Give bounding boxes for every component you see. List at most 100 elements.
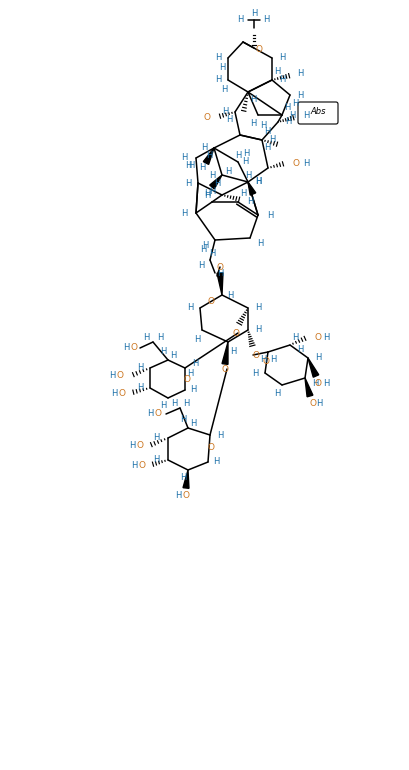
Text: H: H [213, 457, 219, 467]
Text: H: H [137, 363, 143, 373]
Text: H: H [199, 163, 205, 172]
Text: H: H [217, 430, 223, 440]
Text: H: H [137, 383, 143, 393]
Text: O: O [315, 380, 321, 389]
Text: H: H [255, 303, 261, 313]
Text: O: O [252, 350, 259, 360]
Text: H: H [217, 269, 223, 277]
Polygon shape [308, 358, 319, 377]
Text: H: H [255, 178, 261, 186]
Text: O: O [232, 329, 240, 337]
Text: H: H [235, 150, 241, 159]
Text: H: H [170, 350, 176, 360]
Text: H: H [263, 15, 269, 25]
Text: H: H [160, 401, 166, 410]
Text: H: H [221, 85, 227, 95]
Text: H: H [109, 371, 115, 380]
Text: H: H [250, 95, 256, 105]
Text: H: H [303, 112, 309, 120]
Text: H: H [143, 333, 149, 343]
Text: O: O [119, 389, 126, 397]
Text: H: H [192, 359, 198, 367]
Text: O: O [117, 371, 124, 380]
Text: H: H [181, 209, 187, 217]
Text: H: H [129, 441, 135, 450]
Text: H: H [153, 434, 159, 443]
Text: H: H [123, 343, 129, 353]
Text: H: H [206, 152, 212, 160]
Text: H: H [198, 262, 204, 270]
Text: H: H [279, 75, 285, 85]
Text: H: H [215, 53, 221, 62]
Text: O: O [263, 357, 270, 367]
Text: H: H [214, 179, 220, 188]
Text: O: O [216, 263, 223, 272]
Text: H: H [187, 369, 193, 377]
Text: H: H [230, 347, 236, 357]
Text: O: O [207, 296, 214, 306]
Text: H: H [260, 120, 266, 129]
Text: H: H [252, 369, 258, 377]
Text: O: O [315, 333, 321, 342]
Text: H: H [185, 179, 191, 188]
Text: H: H [247, 196, 253, 206]
Text: H: H [183, 400, 189, 409]
Text: H: H [180, 474, 186, 483]
Text: O: O [222, 366, 229, 374]
Text: H: H [215, 75, 221, 85]
Text: H: H [297, 69, 303, 79]
Text: H: H [316, 400, 322, 409]
Text: H: H [209, 249, 215, 259]
Text: H: H [202, 240, 208, 249]
Text: H: H [131, 460, 137, 470]
Text: H: H [284, 102, 290, 112]
Text: H: H [312, 379, 318, 387]
Text: H: H [219, 63, 225, 72]
Text: H: H [289, 111, 295, 119]
Text: H: H [292, 99, 298, 108]
Text: H: H [160, 347, 166, 357]
Text: H: H [190, 386, 196, 394]
Text: H: H [270, 356, 276, 364]
Text: H: H [180, 416, 186, 424]
Text: H: H [264, 128, 270, 136]
Text: O: O [155, 410, 162, 419]
Text: H: H [201, 143, 207, 152]
Text: H: H [257, 239, 263, 247]
Text: H: H [209, 188, 215, 196]
Text: O: O [137, 441, 144, 450]
Polygon shape [305, 378, 313, 397]
Polygon shape [248, 182, 256, 195]
Text: H: H [279, 53, 285, 62]
Text: H: H [297, 91, 303, 99]
Text: O: O [310, 400, 317, 409]
Text: H: H [255, 178, 261, 186]
Polygon shape [210, 175, 222, 189]
Text: H: H [171, 400, 177, 409]
Text: Abs: Abs [310, 108, 326, 116]
Text: O: O [139, 460, 146, 470]
Text: H: H [204, 190, 210, 199]
Polygon shape [217, 273, 223, 295]
Text: H: H [153, 456, 159, 464]
Text: O: O [182, 491, 189, 500]
Text: H: H [185, 162, 191, 170]
Text: H: H [297, 346, 303, 354]
Text: H: H [181, 153, 187, 162]
Text: H: H [303, 159, 309, 168]
Polygon shape [183, 470, 189, 488]
Text: H: H [323, 380, 329, 389]
Text: H: H [285, 118, 291, 126]
Text: H: H [274, 389, 280, 397]
Text: H: H [237, 15, 243, 25]
Text: O: O [184, 374, 191, 383]
Text: O: O [130, 343, 137, 353]
Text: H: H [240, 189, 246, 199]
Text: H: H [111, 389, 117, 397]
Text: O: O [292, 159, 299, 168]
Text: H: H [147, 410, 153, 419]
Text: H: H [292, 333, 298, 342]
Text: H: H [264, 143, 270, 152]
Polygon shape [203, 148, 214, 165]
Text: H: H [323, 333, 329, 342]
